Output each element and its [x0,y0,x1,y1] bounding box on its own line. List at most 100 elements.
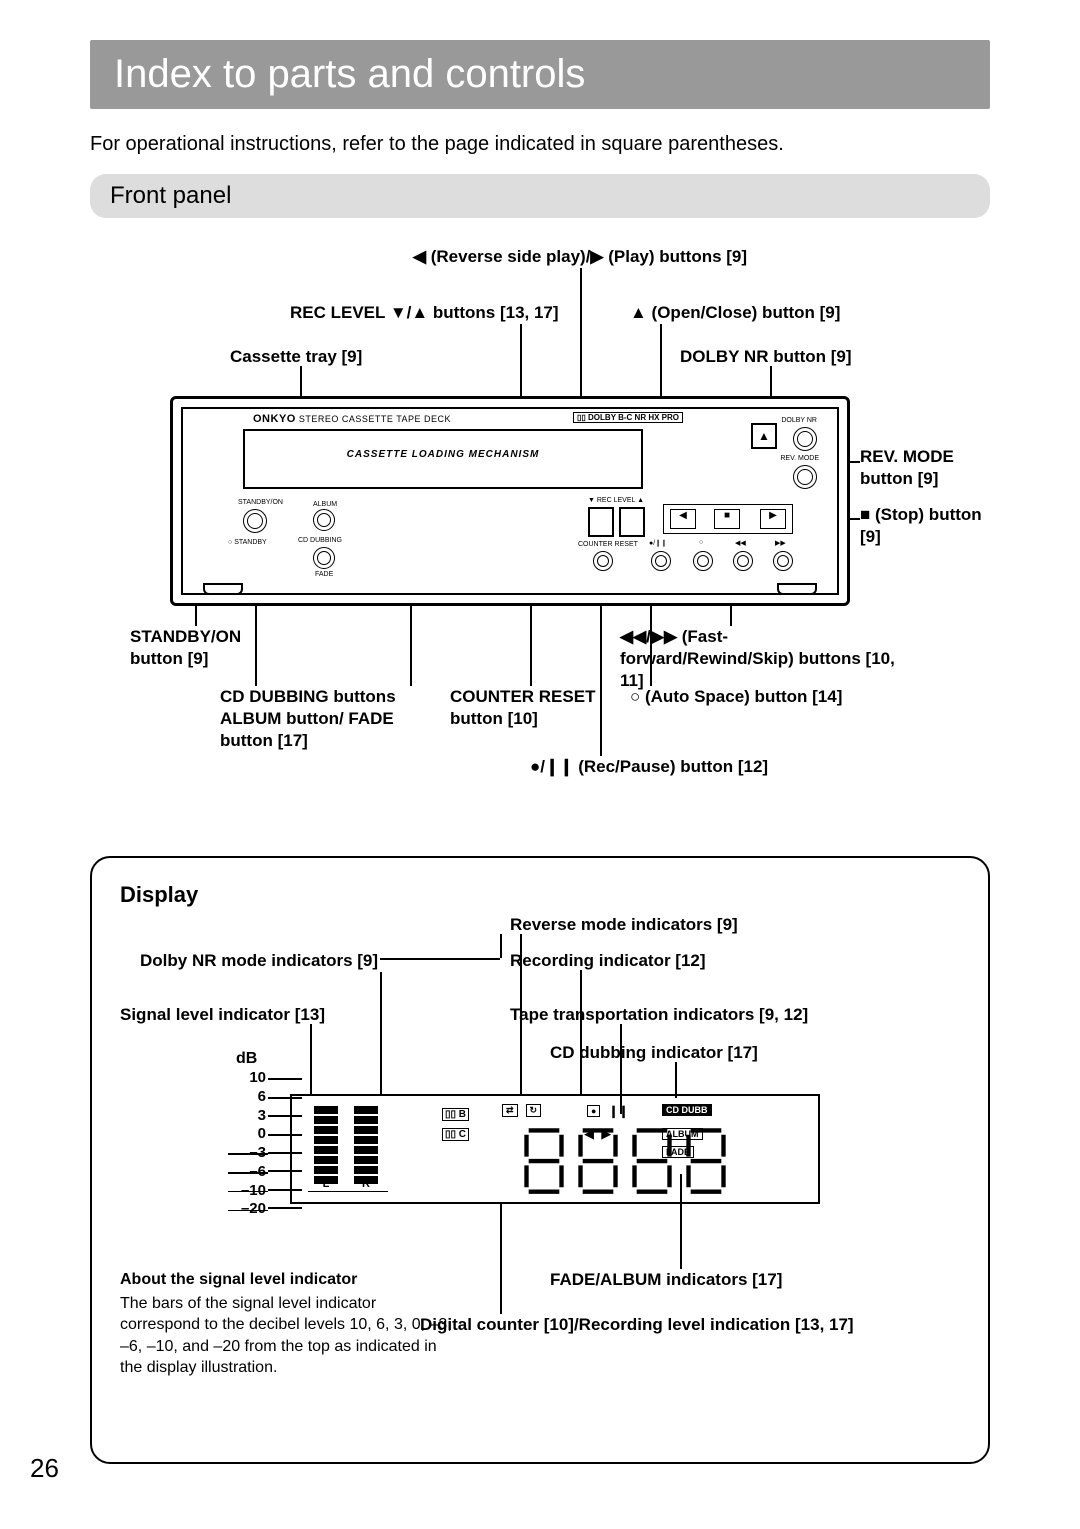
auto-space-button[interactable] [693,551,713,571]
rewind-button[interactable] [733,551,753,571]
dolby-nr-label: DOLBY NR button [9] [680,346,852,368]
cd-dubb-indicator: CD DUBB [662,1104,712,1116]
dolby-badge: ▯▯ DOLBY B-C NR HX PRO [573,412,683,423]
vu-meter: L R [304,1106,424,1186]
vu-underline [308,1191,388,1192]
play-button-frame: ◀ ■ ▶ [663,504,793,534]
counter-reset-button[interactable] [593,551,613,571]
leader-line [580,970,582,1094]
digit-4 [684,1126,728,1196]
standby-button[interactable] [243,509,267,533]
dolby-b-indicator: ▯▯ B [442,1108,469,1121]
stop-label: ■ (Stop) button [9] [860,504,1000,548]
auto-space-icon: ○ [699,539,703,546]
display-section: Display Reverse mode indicators [9] Dolb… [90,856,990,1464]
vu-l-label: L [314,1178,338,1190]
dolby-nr-text: DOLBY NR [781,417,817,424]
vu-left: L [314,1106,338,1186]
cassette-tray-outline: CASSETTE LOADING MECHANISM [243,429,643,489]
about-heading: About the signal level indicator [120,1269,460,1291]
fade-album-label: FADE/ALBUM indicators [17] [550,1269,782,1292]
leader-line [310,1024,312,1094]
ff-button[interactable] [773,551,793,571]
auto-space-label: ○ (Auto Space) button [14] [630,686,890,708]
rec-level-text: ▼ REC LEVEL ▲ [588,497,644,504]
rev-mode-text: REV. MODE [780,455,819,462]
rec-pause-icon: ●/❙❙ [649,539,667,547]
ff-rw-label: ◀◀/▶▶ (Fast-forward/Rewind/Skip) buttons… [620,626,900,692]
about-signal-level: About the signal level indicator The bar… [120,1269,460,1379]
fade-button[interactable] [313,547,335,569]
rev-mode-indicators: ⇄ ↻ [502,1104,541,1117]
cd-dubbing-text: CD DUBBING [298,537,342,544]
section-title: Front panel [110,182,231,209]
recording-label: Recording indicator [12] [510,950,706,973]
open-close-label: ▲ (Open/Close) button [9] [630,302,840,324]
intro-text: For operational instructions, refer to t… [90,133,990,156]
brand-subtitle: STEREO CASSETTE TAPE DECK [299,414,451,424]
brand-row: ONKYO STEREO CASSETTE TAPE DECK [253,413,817,425]
db-0: 0 [230,1125,266,1144]
manual-page: Index to parts and controls For operatio… [0,0,1080,1504]
dolby-nr-button[interactable] [793,427,817,451]
leader-line [520,934,522,1094]
rec-level-up[interactable] [619,507,645,537]
pause-icon: ❙❙ [608,1104,628,1118]
db-m10: –10 [230,1182,266,1201]
db-6: 6 [230,1088,266,1107]
reverse-mode-label: Reverse mode indicators [9] [510,914,738,937]
db-10: 10 [230,1069,266,1088]
leader-line [620,1024,622,1114]
ff-icon: ▶▶ [775,539,786,547]
page-number: 26 [30,1453,59,1484]
signal-level-label: Signal level indicator [13] [120,1004,325,1027]
digit-1 [522,1126,566,1196]
dolby-c-indicator: ▯▯ C [442,1128,469,1141]
db-levels: 10 6 3 0 –3 –6 –10 –20 [230,1069,266,1219]
standby-label: STANDBY/ON button [9] [130,626,290,670]
album-button[interactable] [313,509,335,531]
display-title: Display [120,882,960,908]
digit-2 [576,1126,620,1196]
display-diagram: Reverse mode indicators [9] Dolby NR mod… [120,914,960,1434]
page-title: Index to parts and controls [114,52,585,96]
foot-right [777,583,817,595]
db-tick [268,1078,302,1080]
fade-text: FADE [315,571,333,578]
db-header: dB [236,1050,257,1068]
rev-mode-icon2: ↻ [526,1104,542,1117]
standby-on-text: STANDBY/ON [238,499,283,506]
db-3: 3 [230,1107,266,1126]
device-outline: ONKYO STEREO CASSETTE TAPE DECK ▯▯ DOLBY… [170,396,850,606]
open-close-button[interactable]: ▲ [751,423,777,449]
foot-left [203,583,243,595]
reverse-play-button[interactable]: ◀ [670,509,696,529]
rec-level-down[interactable] [588,507,614,537]
dolby-nr-mode-label: Dolby NR mode indicators [9] [140,950,378,973]
leader-line [380,958,500,960]
digital-counter [522,1126,728,1196]
rec-pause-label: ●/❙❙ (Rec/Pause) button [12] [530,756,810,778]
stop-inner-button[interactable]: ■ [714,509,740,529]
cassette-mechanism-text: CASSETTE LOADING MECHANISM [245,449,641,460]
play-button[interactable]: ▶ [760,509,786,529]
vu-r-label: R [354,1178,378,1190]
rev-mode-button[interactable] [793,465,817,489]
cd-dubb-indicator-group: CD DUBB [662,1104,712,1116]
digit-3 [630,1126,674,1196]
lcd-outline: L R ▯▯ B ▯▯ C ⇄ ↻ [290,1094,820,1204]
rev-mode-icon1: ⇄ [502,1104,518,1117]
leader-line [680,1174,682,1269]
about-body: The bars of the signal level indicator c… [120,1293,460,1379]
rec-pause-button[interactable] [651,551,671,571]
rec-indicator: ● ❙❙ [587,1104,629,1118]
rewind-icon: ◀◀ [735,539,746,547]
reverse-play-label: ◀ (Reverse side play)/▶ (Play) buttons [… [340,246,820,268]
db-tick [268,1207,302,1209]
standby-text: ○ STANDBY [228,539,267,546]
leader-line [380,972,382,1096]
section-header: Front panel [90,174,990,218]
counter-reset-label: COUNTER RESET button [10] [450,686,620,730]
rec-level-label: REC LEVEL ▼/▲ buttons [13, 17] [290,302,559,324]
leader-line [500,1204,502,1314]
